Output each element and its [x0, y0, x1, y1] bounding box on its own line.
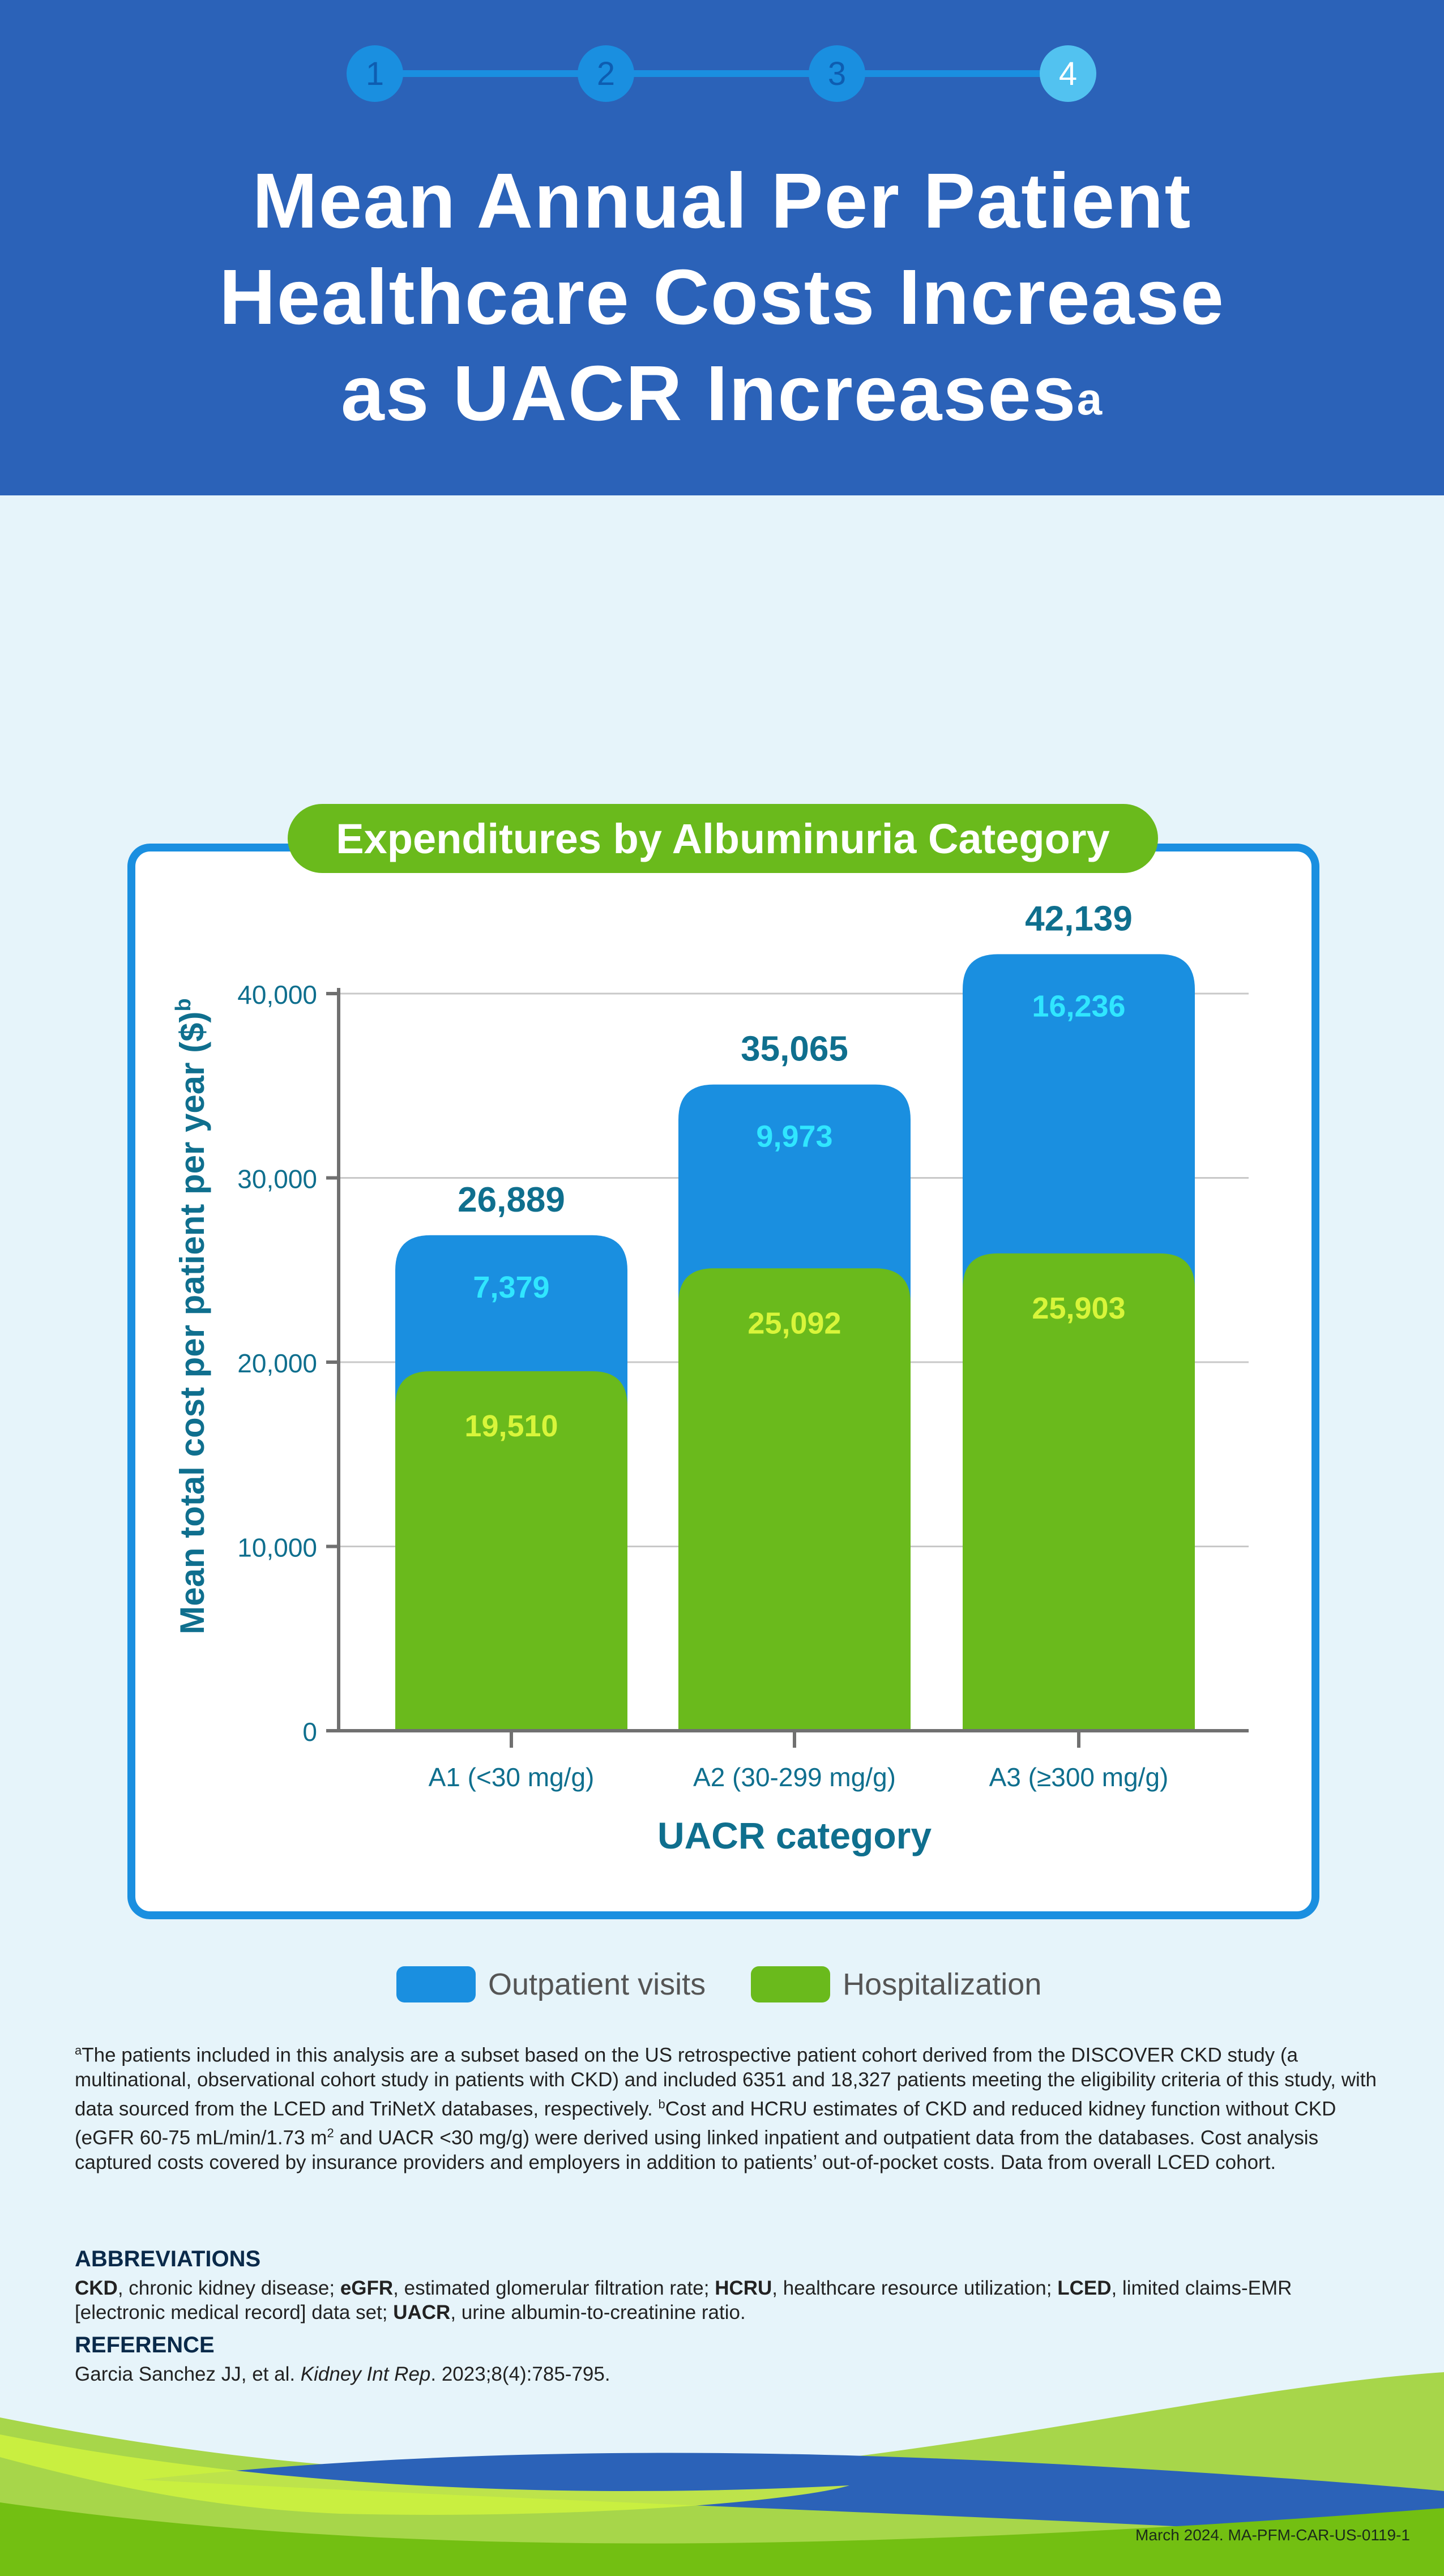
bar-outpatient-label: 7,379 — [473, 1270, 549, 1304]
chart-legend: Outpatient visits Hospitalization — [396, 1965, 1087, 2004]
step-1[interactable]: 1 — [347, 45, 403, 102]
bar-outpatient-label: 16,236 — [1032, 989, 1125, 1023]
step-4[interactable]: 4 — [1040, 45, 1096, 102]
footnote-marker-b: b — [658, 2096, 665, 2111]
abbr-def: , limited claims-EMR [electronic medical… — [75, 2277, 1292, 2323]
y-tick-label: 0 — [302, 1717, 317, 1747]
y-tick-label: 10,000 — [237, 1533, 317, 1563]
reference-citation: Garcia Sanchez JJ, et al. Kidney Int Rep… — [75, 2362, 1377, 2386]
footnote-marker-a: a — [75, 2043, 82, 2057]
y-tick-label: 40,000 — [237, 980, 317, 1009]
legend-swatch-hospitalization — [751, 1966, 831, 2002]
abbr-term: eGFR — [340, 2277, 394, 2299]
decorative-waves — [0, 2372, 1444, 2576]
bar-hospitalization-label: 25,903 — [1032, 1291, 1125, 1325]
x-axis-title: UACR category — [657, 1815, 932, 1856]
legend-item-hospitalization: Hospitalization — [751, 1966, 1041, 2002]
abbr-def: , healthcare resource utilization; — [772, 2277, 1058, 2299]
progress-stepper: 1 2 3 4 — [0, 0, 1444, 147]
legend-item-outpatient: Outpatient visits — [396, 1966, 706, 2002]
abbr-term: CKD — [75, 2277, 118, 2299]
page-title: Mean Annual Per Patient Healthcare Costs… — [57, 153, 1387, 442]
footnote-text-b1: Cost and HCRU estimates of CKD and reduc… — [75, 2098, 1336, 2149]
y-axis-title-text: Mean total cost per patient per year ($) — [173, 1011, 211, 1634]
bar-hospitalization — [963, 1253, 1195, 1731]
y-tick-label: 20,000 — [237, 1349, 317, 1378]
legend-label-hospitalization: Hospitalization — [843, 1967, 1042, 2001]
bar-outpatient-label: 9,973 — [756, 1120, 832, 1154]
bar-hospitalization — [395, 1371, 627, 1731]
document-code: March 2024. MA-PFM-CAR-US-0119-1 — [1135, 2526, 1410, 2544]
step-2[interactable]: 2 — [578, 45, 634, 102]
x-tick-label: A3 (≥300 mg/g) — [989, 1762, 1169, 1792]
reference-authors: Garcia Sanchez JJ, et al. — [75, 2363, 301, 2385]
footnote-text-a: The patients included in this analysis a… — [75, 2044, 1377, 2120]
reference-details: . 2023;8(4):785-795. — [430, 2363, 610, 2385]
abbr-term: HCRU — [715, 2277, 772, 2299]
title-line-3: as UACR Increasesa — [57, 345, 1387, 442]
footnote: aThe patients included in this analysis … — [75, 2038, 1389, 2175]
legend-label-outpatient: Outpatient visits — [488, 1967, 706, 2001]
bar-chart: 0 10,000 20,000 30,000 40,000 26,889 7,379 19,5… — [172, 899, 1249, 1856]
x-tick-label: A2 (30-299 mg/g) — [693, 1762, 896, 1792]
abbreviations-text: CKD, chronic kidney disease; eGFR, estim… — [75, 2276, 1377, 2325]
bar-total-label: 26,889 — [458, 1180, 565, 1219]
stepper-line — [377, 70, 1067, 77]
title-line-2: Healthcare Costs Increase — [219, 254, 1225, 341]
header-banner: 1 2 3 4 Mean Annual Per Patient Healthca… — [0, 0, 1444, 495]
y-axis-title-superscript: b — [172, 998, 195, 1011]
footnote-text-b2: and UACR <30 mg/g) were derived using li… — [75, 2126, 1319, 2173]
abbr-term: UACR — [393, 2301, 451, 2323]
step-3[interactable]: 3 — [809, 45, 865, 102]
legend-swatch-outpatient — [396, 1966, 476, 2002]
reference-heading: REFERENCE — [75, 2333, 215, 2357]
footnote-superscript-2: 2 — [327, 2126, 334, 2141]
x-tick-label: A1 (<30 mg/g) — [429, 1762, 595, 1792]
reference-journal: Kidney Int Rep — [300, 2363, 431, 2385]
title-line-3-text: as UACR Increases — [340, 350, 1077, 437]
abbr-def: , chronic kidney disease; — [117, 2277, 340, 2299]
bar-hospitalization-label: 19,510 — [464, 1409, 558, 1443]
abbr-def: , urine albumin-to-creatinine ratio. — [450, 2301, 746, 2323]
chart-title: Expenditures by Albuminuria Category — [288, 804, 1158, 873]
title-line-1: Mean Annual Per Patient — [252, 157, 1192, 245]
bar-total-label: 42,139 — [1025, 899, 1133, 938]
bar-hospitalization — [678, 1268, 911, 1731]
y-axis-title: Mean total cost per patient per year ($)… — [172, 998, 211, 1634]
abbr-def: , estimated glomerular filtration rate; — [393, 2277, 715, 2299]
bar-hospitalization-label: 25,092 — [747, 1306, 841, 1340]
abbr-term: LCED — [1057, 2277, 1112, 2299]
bar-total-label: 35,065 — [741, 1030, 848, 1069]
y-tick-label: 30,000 — [237, 1165, 317, 1194]
title-footnote-marker: a — [1076, 374, 1104, 424]
abbreviations-heading: ABBREVIATIONS — [75, 2246, 261, 2271]
